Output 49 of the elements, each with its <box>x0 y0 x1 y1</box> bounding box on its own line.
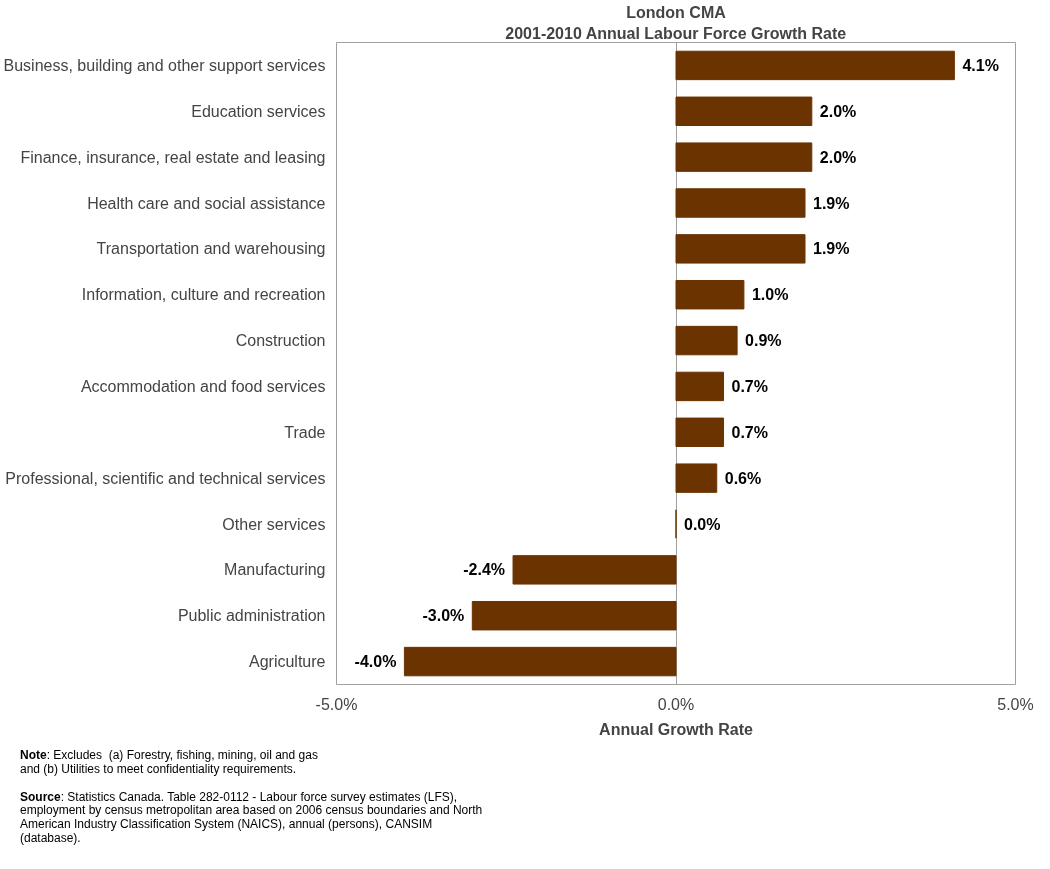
bar <box>675 234 806 264</box>
source-note: Source: Statistics Canada. Table 282-0112 - Labour force survey estimates (LFS), employment by census metropolitan area based on 2006 census boundaries and North American Industry Classification System (NAICS), annual (persons), CANSIM (database). <box>20 789 483 846</box>
data-label: 1.9% <box>813 240 850 258</box>
data-label: -4.0% <box>354 653 397 671</box>
data-label: 0.7% <box>731 377 768 395</box>
data-label: 2.0% <box>819 102 857 120</box>
x-tick-label: -5.0% <box>315 695 358 713</box>
data-label: 1.9% <box>813 194 850 212</box>
data-label: 0.0% <box>684 515 721 533</box>
data-label: -3.0% <box>422 607 465 625</box>
bar <box>675 142 813 172</box>
y-tick-label: Accommodation and food services <box>80 377 326 395</box>
chart-subtitle: 2001-2010 Annual Labour Force Growth Rate <box>505 24 847 42</box>
y-tick-label: Business, building and other support services <box>3 56 326 74</box>
bar <box>471 601 677 631</box>
bar <box>675 96 813 126</box>
bar <box>675 188 806 218</box>
bar <box>403 646 677 677</box>
y-tick-label: Other services <box>222 515 326 533</box>
y-tick-label: Professional, scientific and technical services <box>5 469 326 487</box>
y-tick-label: Construction <box>235 332 326 350</box>
y-tick-label: Transportation and warehousing <box>96 240 326 258</box>
text: Note: Excludes (a) Forestry, fishing, mining, oil and gas and (b) Utilities to meet confidentiality requirements. <box>20 748 318 777</box>
y-tick-label: Trade <box>284 423 326 441</box>
x-tick-label: 5.0% <box>997 695 1034 713</box>
x-axis-title: Annual Growth Rate <box>599 720 753 738</box>
chart-title: London CMA <box>626 3 727 21</box>
data-label: 0.9% <box>745 332 782 350</box>
data-label: 4.1% <box>962 56 999 74</box>
y-tick-label: Health care and social assistance <box>87 194 326 212</box>
y-tick-label: Education services <box>191 102 326 120</box>
data-label: 1.0% <box>751 286 789 304</box>
y-tick-label: Manufacturing <box>224 561 326 579</box>
y-tick-label: Information, culture and recreation <box>81 286 326 304</box>
x-tick-label: 0.0% <box>657 695 695 713</box>
bar <box>675 463 718 493</box>
y-tick-label: Finance, insurance, real estate and leasing <box>20 148 326 166</box>
bar <box>675 417 725 447</box>
bar <box>675 50 955 81</box>
y-tick-label: Agriculture <box>249 653 326 671</box>
bar <box>512 555 677 585</box>
data-label: 0.7% <box>731 423 768 441</box>
data-label: 0.6% <box>724 469 762 487</box>
data-label: 2.0% <box>819 148 857 166</box>
y-tick-label: Public administration <box>177 607 326 625</box>
bar <box>675 325 738 356</box>
bar <box>675 371 725 402</box>
data-label: -2.4% <box>463 561 506 579</box>
bar <box>675 280 745 310</box>
